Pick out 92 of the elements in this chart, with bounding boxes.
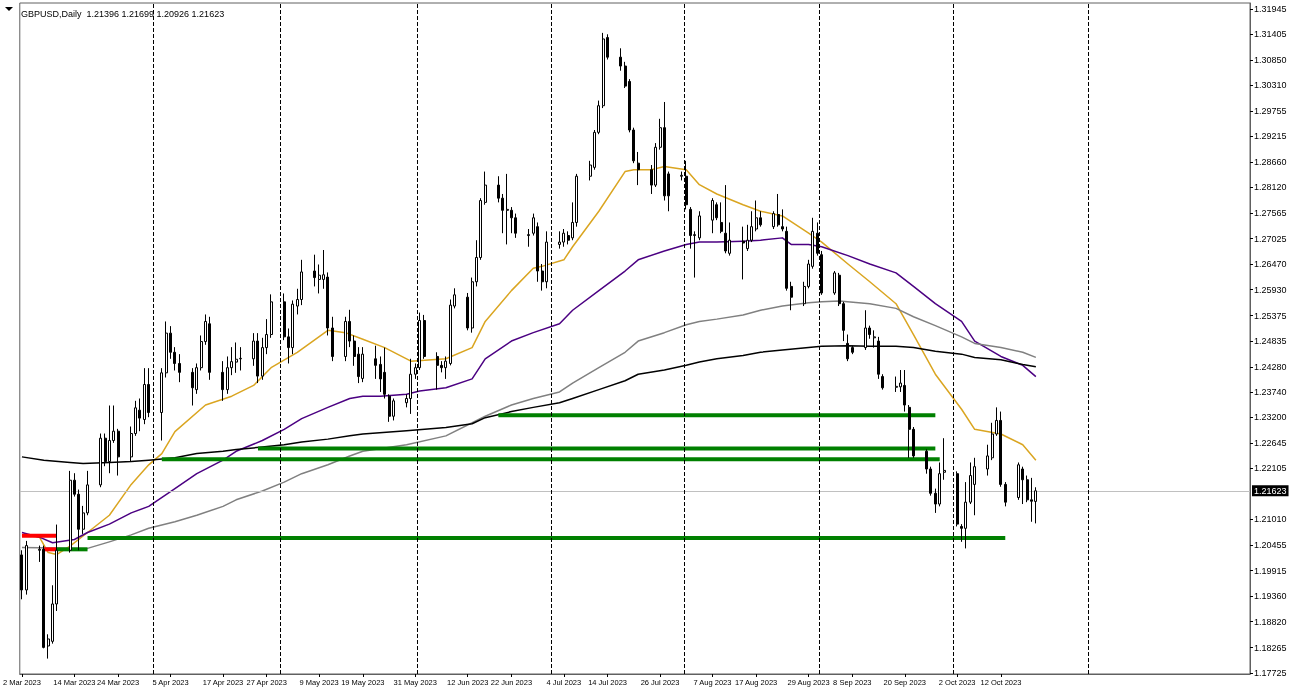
candlestick — [361, 346, 364, 383]
y-tick-label: 1.30310 — [1254, 80, 1287, 91]
candlestick — [777, 193, 780, 228]
candlestick — [956, 470, 959, 527]
candlestick — [558, 230, 561, 250]
y-tick-label: 1.27025 — [1254, 233, 1287, 244]
candlestick — [409, 358, 412, 415]
y-tick-label: 1.26470 — [1254, 259, 1287, 270]
text: GBPUSD,Daily 1.21396 1.21699 1.20926 1.21623 — [21, 8, 225, 19]
candlestick — [20, 549, 23, 600]
candlestick — [943, 437, 946, 481]
candlestick — [178, 353, 181, 383]
candlestick — [444, 355, 447, 380]
ref-line-label: 1.21623 — [1254, 485, 1287, 496]
candlestick — [755, 200, 758, 232]
candlestick — [527, 228, 530, 248]
candlestick — [545, 230, 548, 289]
candlestick — [466, 292, 469, 331]
candlestick — [331, 316, 334, 362]
candlestick — [143, 367, 146, 425]
y-tick-label: 1.20455 — [1254, 540, 1287, 551]
y-tick-label: 1.25930 — [1254, 284, 1287, 295]
candlestick — [785, 226, 788, 292]
candlestick — [772, 210, 775, 230]
candlestick — [506, 173, 509, 245]
candlestick — [1021, 466, 1024, 505]
candlestick — [208, 316, 211, 381]
candlestick — [484, 171, 487, 206]
y-tick-label: 1.19360 — [1254, 591, 1287, 602]
y-tick-label: 1.28120 — [1254, 182, 1287, 193]
y-tick-label: 1.31405 — [1254, 29, 1287, 40]
y-tick-label: 1.22105 — [1254, 463, 1287, 474]
candlestick — [833, 270, 836, 296]
candlestick — [1030, 477, 1033, 523]
y-tick-label: 1.21010 — [1254, 514, 1287, 525]
candlestick — [790, 281, 793, 311]
y-tick-label: 1.18820 — [1254, 616, 1287, 627]
y-tick-label: 1.23740 — [1254, 386, 1287, 397]
candlestick — [964, 481, 967, 549]
candlestick — [903, 369, 906, 413]
candlestick — [69, 470, 72, 554]
candlestick — [256, 332, 259, 384]
candlestick — [423, 314, 426, 360]
candlestick — [221, 360, 224, 402]
candlestick — [562, 228, 565, 248]
candlestick — [191, 367, 194, 407]
candlestick — [388, 393, 391, 423]
y-tick-label: 1.18265 — [1254, 642, 1287, 653]
line-series — [21, 237, 1037, 544]
y-tick-label: 1.30850 — [1254, 54, 1287, 65]
y-tick-label: 1.23200 — [1254, 412, 1287, 423]
y-tick-label: 1.27565 — [1254, 208, 1287, 219]
candlestick — [619, 47, 622, 72]
candlestick — [724, 184, 727, 254]
candlestick — [999, 411, 1002, 488]
candlestick — [602, 32, 605, 109]
candlestick — [270, 293, 273, 339]
y-tick-label: 1.22645 — [1254, 438, 1287, 449]
candlestick — [637, 151, 640, 186]
candlestick — [42, 545, 45, 649]
candlestick — [383, 347, 386, 399]
y-tick-label: 1.28660 — [1254, 157, 1287, 168]
candlestick — [973, 457, 976, 516]
candlestick — [698, 210, 701, 241]
candlestick — [313, 254, 316, 287]
candlestick — [235, 341, 238, 374]
candlestick — [239, 346, 242, 371]
candlestick — [436, 351, 439, 391]
candlestick — [908, 404, 911, 459]
candlestick — [720, 201, 723, 234]
candlestick — [165, 320, 168, 378]
candlestick — [374, 345, 377, 380]
candlestick — [986, 444, 989, 477]
y-tick-label: 1.19915 — [1254, 565, 1287, 576]
candlestick — [160, 367, 163, 442]
y-tick-label: 1.25375 — [1254, 310, 1287, 321]
y-tick-label: 1.31945 — [1254, 3, 1287, 14]
candlestick — [711, 197, 714, 234]
candlestick — [392, 398, 395, 421]
line-series — [21, 300, 1037, 550]
y-tick-label: 1.29755 — [1254, 106, 1287, 117]
candlestick — [25, 540, 28, 596]
y-tick-label: 1.24835 — [1254, 335, 1287, 346]
candlestick — [138, 398, 141, 432]
candlestick — [781, 208, 784, 232]
y-tick-label: 1.17725 — [1254, 667, 1287, 678]
candlestick — [742, 226, 745, 280]
candlestick — [1017, 461, 1020, 501]
y-tick-label: 1.24280 — [1254, 361, 1287, 372]
candlestick — [881, 373, 884, 391]
candlestick — [1004, 481, 1007, 507]
y-tick-label: 1.29215 — [1254, 131, 1287, 142]
